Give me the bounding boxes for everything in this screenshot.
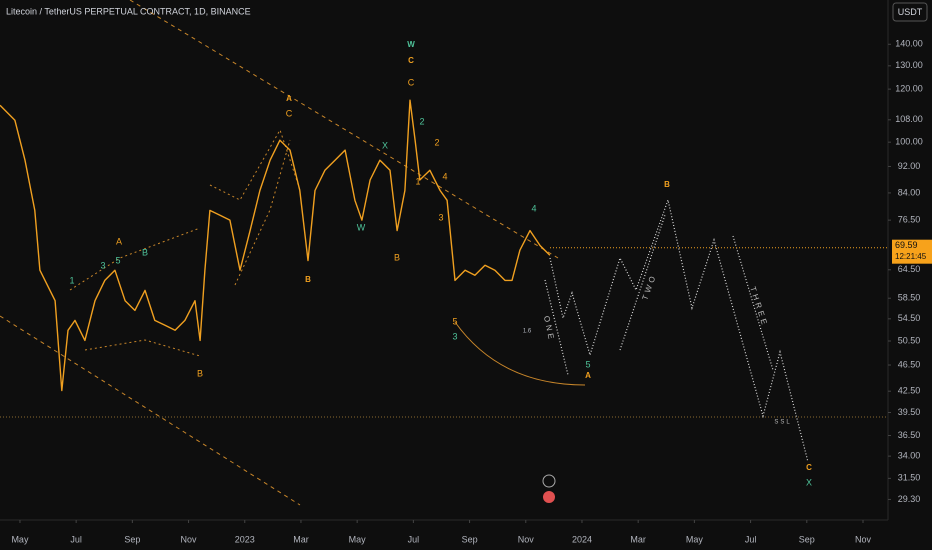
y-tick-label: 84.00	[898, 187, 921, 197]
wave-label: C	[408, 56, 414, 65]
currency-button[interactable]	[892, 2, 928, 22]
x-tick-label: Mar	[630, 534, 646, 544]
wave-label: 5	[452, 316, 457, 326]
y-tick-label: 50.50	[898, 335, 921, 345]
y-tick-label: 29.30	[898, 494, 921, 504]
x-tick-label: May	[349, 534, 367, 544]
wave-label: B	[197, 368, 203, 378]
wave-label: X	[382, 140, 388, 150]
wave-label: B	[142, 247, 148, 257]
wave-label: W	[357, 222, 366, 232]
wave-label: C	[408, 77, 415, 87]
wave-label: B	[394, 252, 400, 262]
x-tick-label: Nov	[518, 534, 535, 544]
projection-curve	[454, 321, 586, 386]
chart-title: Litecoin / TetherUS PERPETUAL CONTRACT, …	[6, 6, 251, 16]
wave-label: 3	[452, 331, 457, 341]
wave-label: 4	[531, 203, 536, 213]
x-tick-label: Sep	[124, 534, 140, 544]
last-price-box	[892, 239, 932, 264]
countdown-label: 12:21:45	[895, 252, 927, 261]
wave-label: 1	[69, 275, 74, 285]
y-tick-label: 130.00	[895, 60, 923, 70]
projection	[544, 197, 809, 463]
y-tick-label: 36.50	[898, 430, 921, 440]
x-tick-label: Jul	[745, 534, 757, 544]
y-tick-label: 34.00	[898, 451, 921, 461]
x-tick-label: May	[11, 534, 29, 544]
wave-label: 5	[115, 255, 120, 265]
trend-lines	[0, 0, 888, 506]
last-price-label: 69.59	[895, 240, 918, 250]
icon[interactable]	[543, 491, 555, 503]
wave-label: W	[407, 40, 415, 49]
y-tick-label: 46.50	[898, 359, 921, 369]
y-tick-label: 31.50	[898, 473, 921, 483]
wave-label: C	[806, 463, 812, 472]
wave-label: 2	[434, 137, 439, 147]
y-tick-label: 100.00	[895, 137, 923, 147]
x-tick-label: Mar	[293, 534, 309, 544]
x-tick-label: Nov	[181, 534, 198, 544]
wave-label: A	[585, 371, 591, 380]
wave-label: 3	[100, 260, 105, 270]
currency-label: USDT	[898, 7, 923, 17]
wave-label: B	[664, 180, 670, 189]
ssl-label: SSL	[774, 420, 791, 426]
wave-label: 3	[438, 212, 443, 222]
x-tick-label: Sep	[799, 534, 815, 544]
wave-label: 2	[419, 116, 424, 126]
wave-label: 4	[442, 171, 447, 181]
x-tick-label: May	[686, 534, 704, 544]
price-line	[0, 99, 551, 392]
y-tick-label: 120.00	[895, 84, 923, 94]
y-tick-label: 64.50	[898, 264, 921, 274]
icon[interactable]	[542, 474, 556, 488]
ratio-label: 1.6	[523, 329, 532, 335]
x-tick-label: Jul	[408, 534, 420, 544]
y-tick-label: 42.50	[898, 386, 921, 396]
x-tick-label: 2024	[572, 534, 592, 544]
x-tick-label: Nov	[855, 534, 872, 544]
wave-label: C	[286, 108, 293, 118]
y-tick-label: 92.00	[898, 161, 921, 171]
y-tick-label: 76.50	[898, 215, 921, 225]
wave-label: 1	[415, 176, 420, 186]
wave-label: A	[116, 236, 122, 246]
x-tick-label: Sep	[462, 534, 478, 544]
y-tick-label: 58.50	[898, 293, 921, 303]
wave-label: A	[286, 94, 292, 103]
wave-label: 5	[585, 359, 590, 369]
wave-label: B	[305, 275, 311, 284]
y-tick-label: 140.00	[895, 39, 923, 49]
y-tick-label: 39.50	[898, 407, 921, 417]
x-tick-label: 2023	[235, 534, 255, 544]
y-tick-label: 54.50	[898, 313, 921, 323]
wave-label: X	[806, 477, 812, 487]
x-tick-label: Jul	[70, 534, 82, 544]
y-tick-label: 108.00	[895, 114, 923, 124]
